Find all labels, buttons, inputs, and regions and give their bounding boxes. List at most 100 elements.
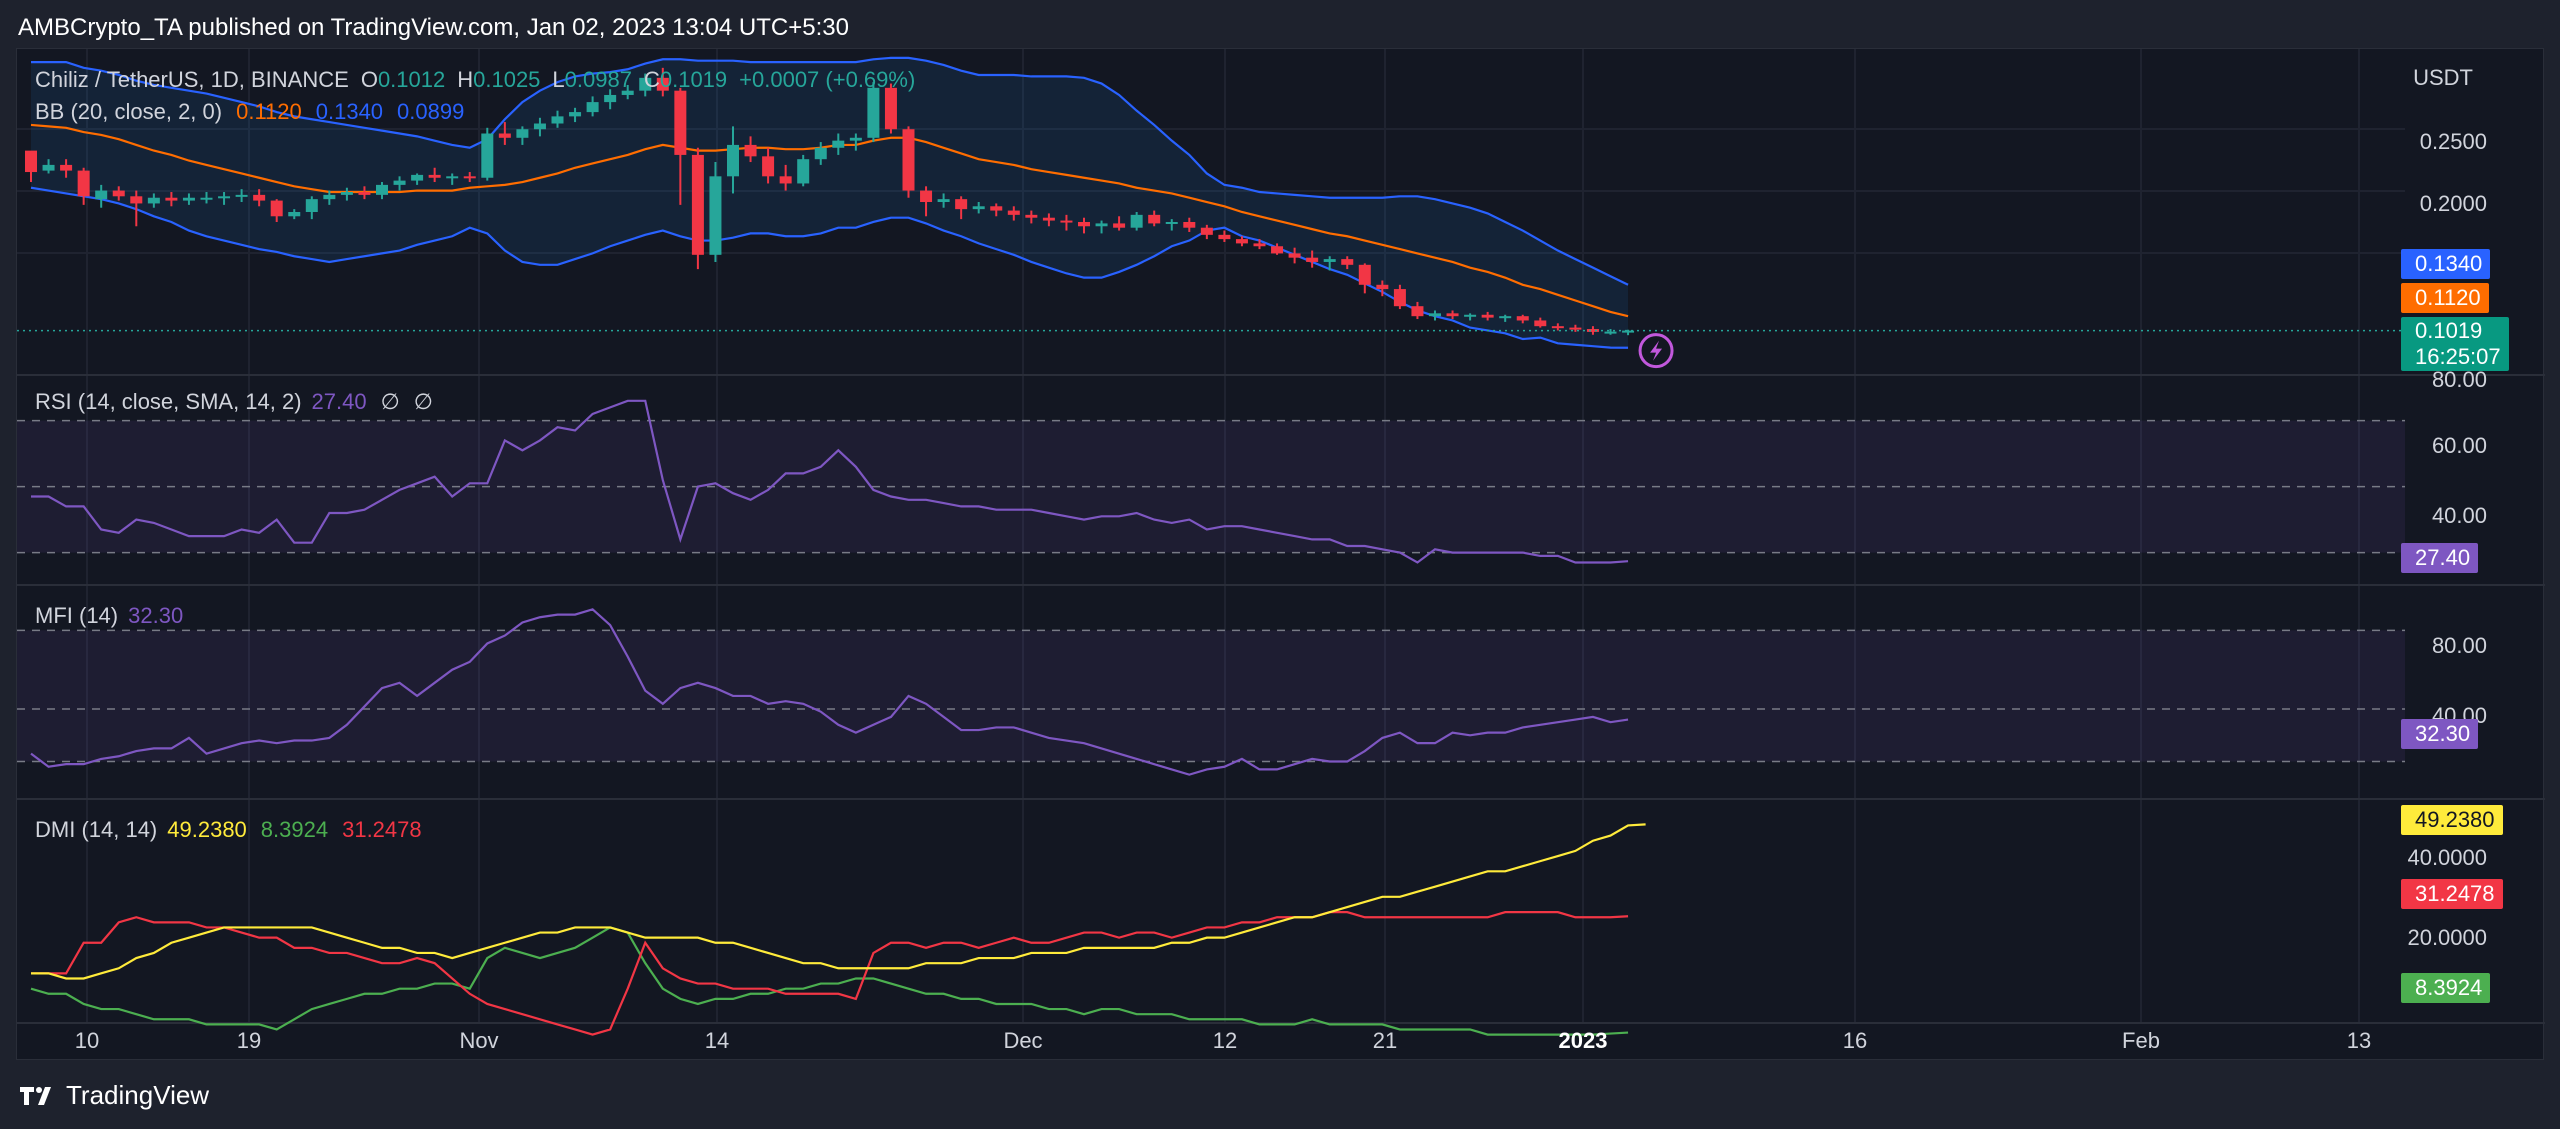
mfi-line [30,608,1629,776]
candle-body [1569,327,1582,330]
candle-body [288,212,301,217]
candle-body [1358,264,1371,285]
adx-line [31,823,1646,980]
candle-body [218,196,231,199]
dmi-title: DMI (14, 14) [35,817,158,842]
candle-body [1341,259,1354,265]
time-tick-label: 10 [74,1028,100,1053]
tradingview-logo-icon [18,1085,58,1107]
high-value: 0.1025 [473,67,541,92]
dmi-tick-label: 40.0000 [2407,845,2487,870]
candle-body [1393,289,1406,307]
candle-body [1025,214,1038,218]
candle-body [1060,220,1073,223]
candle-body [972,206,985,210]
candle-body [1376,284,1389,290]
rsi-legend[interactable]: RSI (14, close, SMA, 14, 2) 27.40 ∅ ∅ [35,389,447,415]
candle-body [1078,221,1090,227]
publisher-header: AMBCrypto_TA published on TradingView.co… [18,14,849,41]
candle-body [797,159,810,184]
candle-body [147,197,160,204]
candle-body [95,190,108,200]
candle-body [727,144,739,177]
time-tick-label: Nov [459,1028,499,1053]
candle-body [1253,243,1266,247]
candle-body [1271,246,1284,254]
candle-body [1165,221,1178,224]
last-price-value: 0.1019 [2415,318,2483,343]
low-value: 0.0987 [564,67,632,92]
change-value: +0.0007 (+0.69%) [739,67,916,92]
candle-body [1218,234,1231,240]
candle-body [1288,253,1301,258]
candle-body [1042,217,1055,221]
candle-body [1306,257,1319,262]
candle-body [1604,331,1617,334]
candle-body [428,174,441,178]
candle-body [814,147,827,160]
candle-body [1007,210,1020,215]
candle-body [376,184,388,195]
candle-body [920,190,933,203]
dmi-tick-label: 20.0000 [2407,925,2487,950]
candle-body [1516,316,1529,321]
candle-body [393,180,406,185]
time-tick-label: 16 [1842,1028,1868,1053]
candle-body [481,133,494,178]
candle-body [1534,320,1547,327]
candle-body [691,154,704,255]
dmi-legend[interactable]: DMI (14, 14) 49.2380 8.3924 31.2478 [35,817,436,843]
time-tick-label: 14 [704,1028,730,1053]
candle-body [60,164,73,171]
price-tick-label: 0.2500 [2419,129,2487,154]
candle-body [990,206,1003,211]
candle-body [656,77,669,91]
candle-body [1200,227,1213,235]
candle-body [200,197,213,200]
bb-basis-value: 0.1120 [236,99,302,124]
bb-legend[interactable]: BB (20, close, 2, 0) 0.1120 0.1340 0.0899 [35,99,478,125]
rsi-value: 27.40 [311,389,367,414]
mfi-title: MFI (14) [35,603,119,628]
bb-band-fill [31,57,1629,348]
candle-body [1481,314,1494,318]
chart-frame[interactable]: Chiliz / TetherUS, 1D, BINANCE O0.1012 H0.… [16,48,2545,1061]
adx-badge: 49.2380 [2401,805,2503,835]
footer: TradingView [18,1080,209,1111]
candle-body [1622,330,1635,333]
candle-body [779,176,792,184]
symbol-title[interactable]: Chiliz / TetherUS, 1D, BINANCE [35,67,349,92]
time-tick-label: 19 [236,1028,262,1053]
rsi-tick-label: 80.00 [2431,367,2487,392]
time-tick-label: 2023 [1558,1028,1608,1053]
candle-body [1551,326,1564,329]
candle-body [744,144,757,157]
chart-canvas[interactable] [17,49,2545,1061]
candle-body [25,150,37,173]
open-value: 0.1012 [377,67,446,92]
candle-body [411,174,424,181]
bb-basis-line [30,123,1629,318]
rsi-badge: 27.40 [2401,543,2479,573]
candle-body [1464,314,1477,317]
bb-upper-badge: 0.1340 [2401,249,2491,279]
tradingview-brand[interactable]: TradingView [66,1080,210,1110]
candle-body [1446,313,1459,317]
candle-body [533,123,546,130]
candle-body [463,176,476,179]
candle-body [1586,329,1599,332]
bar-countdown: 16:25:07 [2415,344,2501,369]
di-minus-line [31,911,1629,1036]
time-tick-label: Feb [2122,1028,2160,1053]
candle-body [340,192,353,195]
time-tick-label: 21 [1372,1028,1398,1053]
bb-upper-line [31,56,1629,286]
bb-title: BB (20, close, 2, 0) [35,99,223,124]
candle-body [253,194,266,201]
candle-body [1183,221,1196,228]
candle-body [323,194,336,200]
candle-body [112,190,125,197]
na-mark: ∅ [380,389,400,414]
di-plus-badge: 8.3924 [2401,973,2491,1003]
mfi-legend[interactable]: MFI (14) 32.30 [35,603,197,629]
